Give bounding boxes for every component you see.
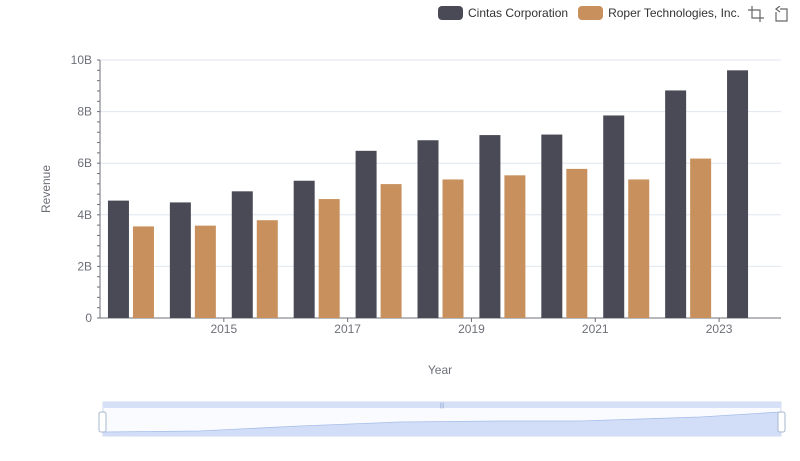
bar-cintas-2018[interactable] [355,150,377,318]
bar-cintas-2020[interactable] [479,135,501,318]
bar-roper-2020[interactable] [504,175,526,318]
slider-move-bar[interactable] [103,402,781,408]
y-axis-label: Revenue [39,165,53,213]
legend-item-cintas[interactable]: Cintas Corporation [438,6,568,20]
bar-roper-2023[interactable] [690,158,712,318]
bar-roper-2018[interactable] [380,184,402,318]
slider-data-line [102,411,782,433]
bars [107,70,749,318]
bar-roper-2014[interactable] [132,226,154,318]
y-tick-label: 2B [77,259,92,273]
bar-cintas-2017[interactable] [293,180,315,318]
bar-roper-2021[interactable] [566,168,588,318]
zoom-slider[interactable]: ||| [98,401,786,437]
x-tick-label: 2021 [582,322,609,336]
slider-data-shadow [103,412,781,436]
legend: Cintas Corporation Roper Technologies, I… [438,4,750,22]
slider-handle-right[interactable] [777,411,786,433]
bar-cintas-2019[interactable] [417,140,439,318]
bar-roper-2016[interactable] [256,220,278,318]
y-tick-label: 4B [77,208,92,222]
bar-cintas-2014[interactable] [107,200,129,318]
legend-label-roper: Roper Technologies, Inc. [608,6,740,20]
bar-cintas-2024[interactable] [727,70,749,318]
x-axis-label: Year [428,363,452,377]
bar-cintas-2022[interactable] [603,115,625,318]
x-tick-label: 2017 [334,322,361,336]
x-tick-label: 2015 [210,322,237,336]
bar-cintas-2021[interactable] [541,134,563,318]
legend-swatch-roper [578,6,604,20]
crop-zoom-icon[interactable] [748,6,764,22]
bar-cintas-2016[interactable] [231,191,253,318]
y-tick-label: 0 [85,311,92,325]
slider-handle-left[interactable] [98,411,107,433]
bar-cintas-2015[interactable] [169,202,191,318]
bar-roper-2019[interactable] [442,179,464,318]
bar-roper-2022[interactable] [628,179,650,318]
bar-cintas-2023[interactable] [665,90,687,318]
legend-label-cintas: Cintas Corporation [468,6,569,20]
legend-item-roper[interactable]: Roper Technologies, Inc. [578,6,740,20]
x-tick-label: 2023 [706,322,733,336]
x-tick-label: 2019 [458,322,485,336]
bar-roper-2015[interactable] [194,225,216,318]
y-tick-label: 10B [71,53,92,67]
slider-grip-icon[interactable]: ||| [440,403,445,409]
y-tick-label: 8B [77,105,92,119]
bar-roper-2017[interactable] [318,199,340,318]
restore-icon[interactable] [773,5,789,22]
legend-swatch-cintas [438,6,463,20]
y-tick-label: 6B [77,156,92,170]
